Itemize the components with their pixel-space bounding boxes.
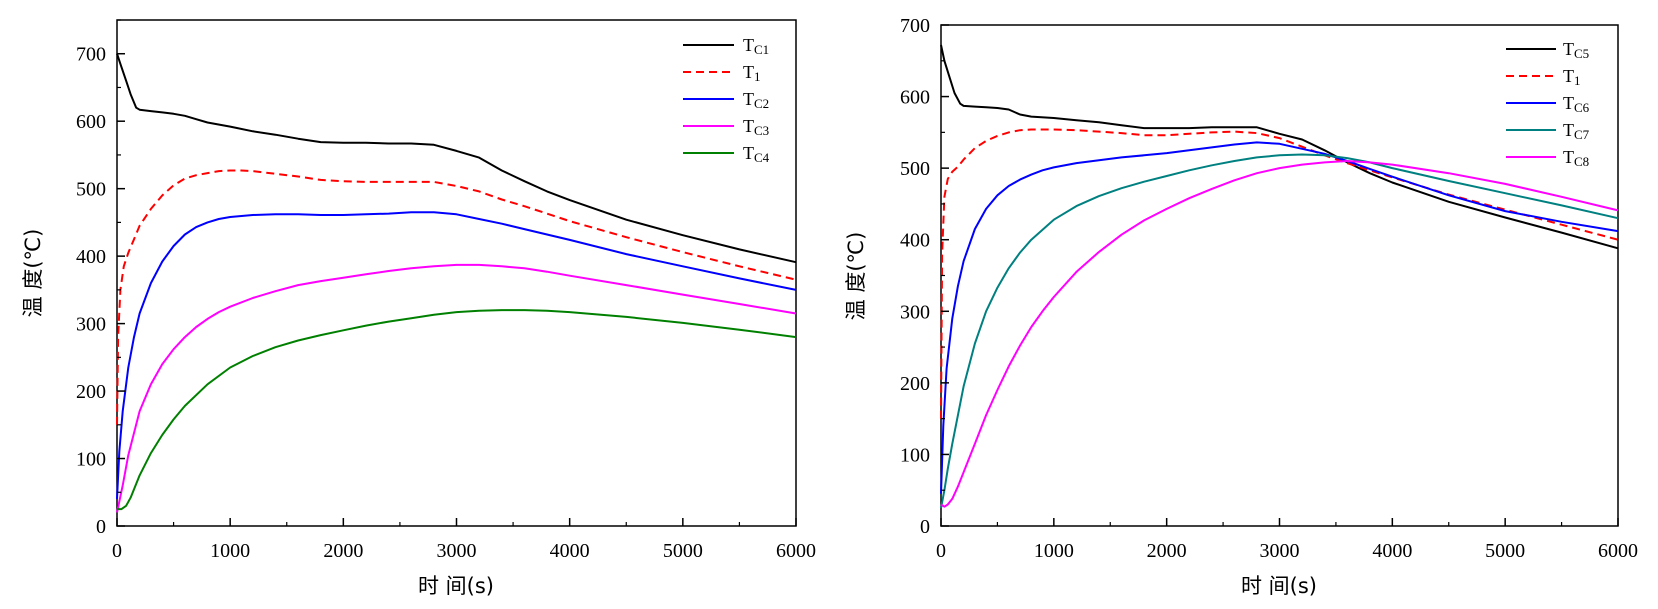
y-tick-label: 0 (920, 516, 930, 538)
y-tick-label: 400 (76, 246, 106, 268)
series-line-t1 (940, 128, 1619, 419)
x-tick-label: 4000 (1372, 540, 1412, 562)
legend-label-t1: T1 (1563, 66, 1581, 88)
y-tick-label: 100 (900, 444, 930, 466)
y-tick-label: 300 (900, 301, 930, 323)
chart-left: 0 1000 2000 3000 4000 5000 6000 0 100 200 300 400 5… (21, 19, 816, 598)
x-tick-label: 3000 (1260, 540, 1300, 562)
legend-label-tc3: TC3 (743, 116, 769, 138)
series-line-t1 (116, 169, 797, 425)
x-tick-label: 2000 (1147, 540, 1187, 562)
x-tick-label: 0 (936, 540, 946, 562)
y-tick-label: 200 (76, 381, 106, 403)
legend-label-tc4: TC4 (743, 143, 770, 165)
series-line-tc7 (940, 153, 1619, 509)
legend-label-t1: T1 (743, 62, 761, 84)
y-tick-label: 500 (76, 179, 106, 201)
series-group (940, 44, 1619, 509)
y-tick-label: 400 (900, 230, 930, 252)
y-axis: 0 100 200 300 400 500 600 700 (76, 19, 125, 538)
legend-label-tc5: TC5 (1563, 39, 1589, 61)
x-tick-label: 3000 (437, 540, 477, 562)
legend-label-tc1: TC1 (743, 35, 769, 57)
legend: TC1 T1 TC2 TC3 TC4 (683, 35, 770, 165)
series-line-tc3 (116, 263, 797, 513)
y-tick-label: 300 (76, 314, 106, 336)
x-tick-label: 0 (112, 540, 122, 562)
series-line-tc2 (116, 211, 797, 500)
series-group (116, 53, 797, 513)
x-axis-title: 时 间(s) (1241, 574, 1317, 598)
x-axis-title: 时 间(s) (418, 574, 494, 598)
legend-label-tc2: TC2 (743, 89, 769, 111)
y-tick-label: 100 (76, 449, 106, 471)
y-tick-label: 500 (900, 158, 930, 180)
series-line-tc8 (940, 160, 1619, 508)
y-axis-title: 温 度(℃) (844, 232, 868, 321)
y-tick-label: 600 (900, 87, 930, 109)
y-axis-title: 温 度(℃) (21, 229, 45, 318)
y-tick-label: 600 (76, 111, 106, 133)
series-line-tc5 (940, 44, 1619, 250)
plot-frame (940, 24, 1619, 527)
legend-label-tc8: TC8 (1563, 147, 1589, 169)
x-axis: 0 1000 2000 3000 4000 5000 6000 (112, 518, 816, 562)
x-tick-label: 2000 (323, 540, 363, 562)
legend-label-tc6: TC6 (1563, 93, 1590, 115)
plot-frame (116, 19, 797, 527)
x-tick-label: 5000 (1485, 540, 1525, 562)
series-line-tc4 (117, 309, 797, 511)
legend: TC5 T1 TC6 TC7 TC8 (1506, 39, 1590, 169)
x-tick-label: 1000 (1034, 540, 1074, 562)
y-tick-label: 700 (76, 44, 106, 66)
legend-label-tc7: TC7 (1563, 120, 1590, 142)
y-tick-label: 700 (900, 15, 930, 37)
x-tick-label: 1000 (210, 540, 250, 562)
y-tick-label: 200 (900, 373, 930, 395)
x-tick-label: 6000 (1598, 540, 1638, 562)
x-tick-label: 6000 (776, 540, 816, 562)
series-line-tc6 (940, 141, 1619, 494)
x-tick-label: 4000 (550, 540, 590, 562)
chart-right: 0 1000 2000 3000 4000 5000 6000 0 100 200 300 400 5… (844, 15, 1638, 598)
series-line-tc1 (116, 53, 797, 264)
y-axis: 0 100 200 300 400 500 600 700 (900, 15, 949, 538)
y-tick-label: 0 (96, 516, 106, 538)
x-axis: 0 1000 2000 3000 4000 5000 6000 (936, 518, 1638, 562)
x-tick-label: 5000 (663, 540, 703, 562)
